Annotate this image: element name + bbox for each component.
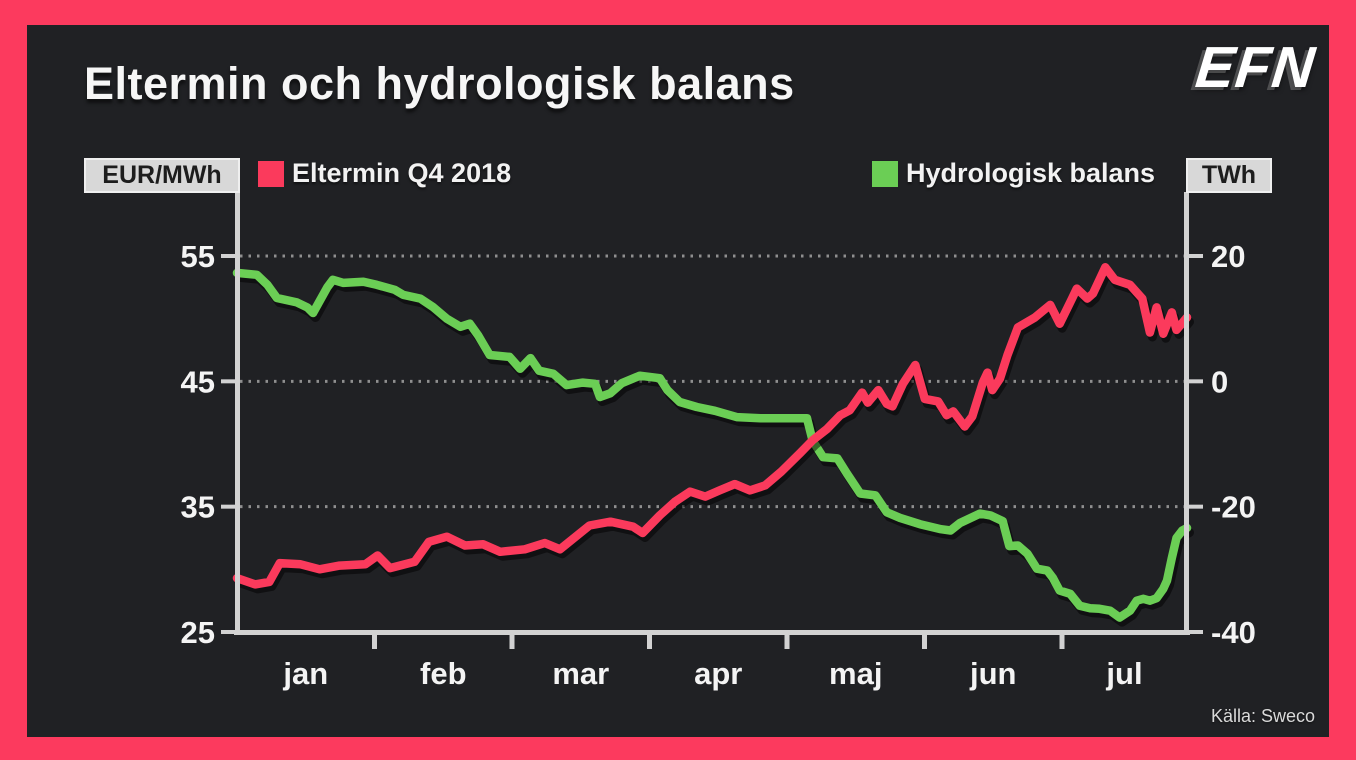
series-shadow-Eltermin Q4 2018 — [235, 267, 1194, 594]
right-tick-label: -20 — [1211, 490, 1256, 525]
month-label-jun: jun — [969, 656, 1017, 691]
efn-logo: EFN — [1192, 35, 1319, 100]
month-label-jul: jul — [1105, 656, 1142, 691]
right-tick-label: 0 — [1211, 364, 1228, 399]
month-label-mar: mar — [552, 656, 609, 691]
month-label-maj: maj — [829, 656, 882, 691]
series-line-Hydrologisk balans — [232, 268, 1192, 622]
month-label-apr: apr — [694, 656, 742, 691]
month-label-jan: jan — [282, 656, 328, 691]
left-tick-label: 25 — [181, 615, 215, 650]
left-axis-unit-label: EUR/MWh — [102, 161, 222, 189]
right-axis-unit-box: TWh — [1186, 158, 1272, 193]
eltermin-color-swatch — [258, 160, 284, 187]
right-tick-label: 20 — [1211, 239, 1245, 274]
series-line-Eltermin Q4 2018 — [232, 263, 1192, 589]
left-tick-label: 35 — [181, 490, 215, 525]
month-label-feb: feb — [420, 656, 467, 691]
right-axis-unit-label: TWh — [1201, 161, 1257, 189]
legend-item-eltermin: Eltermin Q4 2018 — [258, 158, 511, 189]
left-tick-label: 45 — [181, 364, 215, 399]
legend-label-hydrologisk: Hydrologisk balans — [906, 158, 1156, 188]
left-axis-unit-box: EUR/MWh — [84, 158, 240, 193]
right-tick-label: -40 — [1211, 615, 1256, 650]
chart-title: Eltermin och hydrologisk balans — [84, 58, 795, 109]
legend-item-hydrologisk: Hydrologisk balans — [872, 158, 1155, 189]
source-credit: Källa: Sweco — [1210, 706, 1315, 726]
left-tick-label: 55 — [181, 239, 215, 274]
hydrologisk-color-swatch — [872, 160, 898, 187]
legend-label-eltermin: Eltermin Q4 2018 — [292, 158, 512, 188]
